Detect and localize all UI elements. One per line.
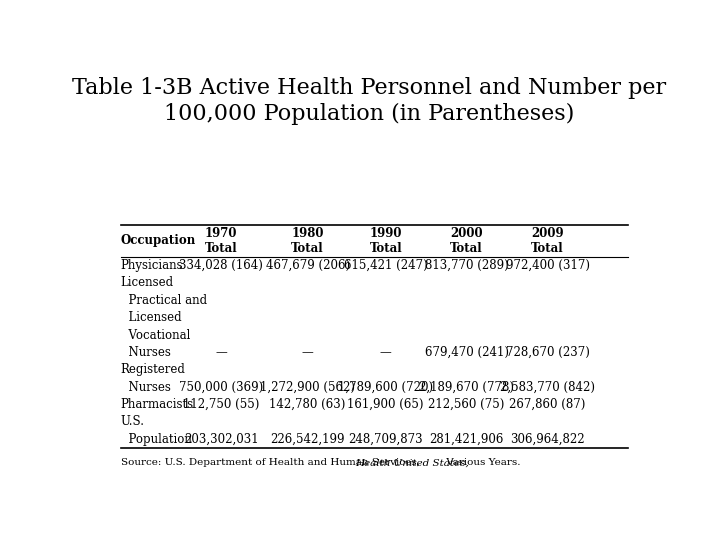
Text: 248,709,873: 248,709,873	[348, 433, 423, 446]
Text: 813,770 (289): 813,770 (289)	[425, 259, 508, 272]
Text: Source: U.S. Department of Health and Human Services,: Source: U.S. Department of Health and Hu…	[121, 458, 423, 468]
Text: Physicians: Physicians	[121, 259, 184, 272]
Text: Nurses: Nurses	[121, 346, 171, 359]
Text: 212,560 (75): 212,560 (75)	[428, 398, 505, 411]
Text: 1970
Total: 1970 Total	[204, 227, 238, 255]
Text: 334,028 (164): 334,028 (164)	[179, 259, 263, 272]
Text: 679,470 (241): 679,470 (241)	[425, 346, 508, 359]
Text: 112,750 (55): 112,750 (55)	[183, 398, 259, 411]
Text: 615,421 (247): 615,421 (247)	[344, 259, 428, 272]
Text: 1,789,600 (720): 1,789,600 (720)	[338, 381, 433, 394]
Text: 161,900 (65): 161,900 (65)	[348, 398, 424, 411]
Text: Nurses: Nurses	[121, 381, 171, 394]
Text: Health United States,: Health United States,	[355, 458, 469, 468]
Text: 1,272,900 (562): 1,272,900 (562)	[260, 381, 355, 394]
Text: —: —	[302, 346, 313, 359]
Text: U.S.: U.S.	[121, 415, 145, 428]
Text: 306,964,822: 306,964,822	[510, 433, 585, 446]
Text: 2000
Total: 2000 Total	[450, 227, 483, 255]
Text: Population: Population	[121, 433, 192, 446]
Text: 281,421,906: 281,421,906	[429, 433, 504, 446]
Text: 226,542,199: 226,542,199	[271, 433, 345, 446]
Text: 2,583,770 (842): 2,583,770 (842)	[500, 381, 595, 394]
Text: 2,189,670 (778): 2,189,670 (778)	[419, 381, 514, 394]
Text: Table 1-3B Active Health Personnel and Number per
100,000 Population (in Parenth: Table 1-3B Active Health Personnel and N…	[72, 77, 666, 125]
Text: Various Years.: Various Years.	[443, 458, 521, 468]
Text: 750,000 (369): 750,000 (369)	[179, 381, 264, 394]
Text: 1980
Total: 1980 Total	[292, 227, 324, 255]
Text: —: —	[380, 346, 392, 359]
Text: 972,400 (317): 972,400 (317)	[505, 259, 590, 272]
Text: 2009
Total: 2009 Total	[531, 227, 564, 255]
Text: Licensed: Licensed	[121, 276, 174, 289]
Text: 1990
Total: 1990 Total	[369, 227, 402, 255]
Text: Licensed: Licensed	[121, 311, 181, 324]
Text: 267,860 (87): 267,860 (87)	[509, 398, 586, 411]
Text: —: —	[215, 346, 227, 359]
Text: Pharmacists: Pharmacists	[121, 398, 194, 411]
Text: Registered: Registered	[121, 363, 186, 376]
Text: 728,670 (237): 728,670 (237)	[505, 346, 590, 359]
Text: 203,302,031: 203,302,031	[184, 433, 258, 446]
Text: 467,679 (206): 467,679 (206)	[266, 259, 350, 272]
Text: Practical and: Practical and	[121, 294, 207, 307]
Text: Occupation: Occupation	[121, 234, 196, 247]
Text: 142,780 (63): 142,780 (63)	[269, 398, 346, 411]
Text: Vocational: Vocational	[121, 328, 190, 342]
